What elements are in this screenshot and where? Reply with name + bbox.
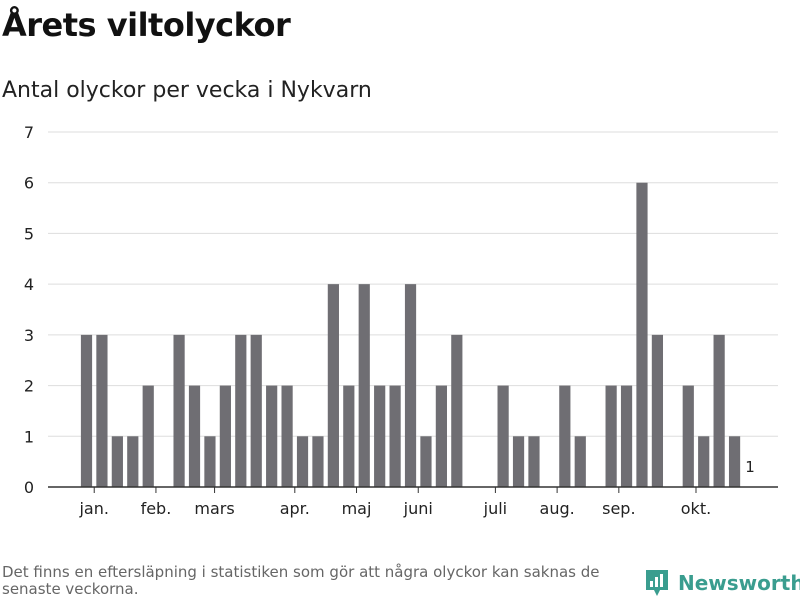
bar — [312, 436, 324, 487]
highlight-data-label: 1 — [745, 458, 755, 476]
y-tick-label: 5 — [24, 224, 34, 243]
bar — [142, 385, 154, 487]
y-tick-label: 2 — [24, 377, 34, 396]
bar — [80, 334, 93, 487]
brand-logo: Newsworthy — [644, 568, 800, 598]
y-tick-label: 3 — [24, 326, 34, 345]
x-tick-label: aug. — [540, 499, 575, 518]
bar — [127, 436, 139, 487]
bar — [451, 334, 463, 487]
bar — [574, 436, 586, 487]
x-tick-label: juli — [483, 499, 507, 518]
x-tick-label: apr. — [280, 499, 310, 518]
bar — [96, 334, 108, 487]
newsworthy-logo-icon — [646, 570, 668, 596]
bar — [188, 385, 201, 487]
x-tick-label: mars — [194, 499, 234, 518]
y-tick-label: 0 — [24, 478, 34, 497]
bar — [713, 334, 725, 487]
bar-chart: 0 1 2 3 4 5 6 7 1 jan. feb. mars apr. maj juni juli aug.… — [24, 123, 778, 518]
x-tick-label: juni — [403, 499, 433, 518]
chart-title: Årets viltolyckor — [2, 6, 291, 44]
bar — [173, 334, 185, 487]
bar — [420, 436, 432, 487]
bar — [698, 436, 710, 487]
bar — [219, 385, 231, 487]
y-tick-label: 4 — [24, 275, 34, 294]
bar — [111, 436, 123, 487]
bar — [343, 385, 355, 487]
footnote: Det finns en eftersläpning i statistiken… — [2, 563, 600, 598]
bar — [497, 385, 509, 487]
chart-subtitle: Antal olyckor per vecka i Nykvarn — [2, 78, 372, 103]
bar — [266, 385, 278, 487]
bar — [435, 385, 447, 487]
x-tick-label: maj — [342, 499, 372, 518]
brand-name: Newsworthy — [678, 571, 800, 595]
bar — [281, 385, 293, 487]
bar — [512, 436, 525, 487]
bar — [235, 334, 247, 487]
bar — [250, 334, 262, 487]
bar — [358, 284, 370, 487]
bar — [296, 436, 309, 487]
bar — [605, 385, 617, 487]
bar — [728, 436, 741, 487]
x-tick-label: sep. — [602, 499, 635, 518]
bar — [327, 284, 339, 487]
bar — [682, 385, 694, 487]
bar — [636, 182, 648, 487]
x-tick-label: jan. — [78, 499, 108, 518]
bar — [559, 385, 571, 487]
y-tick-label: 7 — [24, 123, 34, 142]
y-tick-label: 1 — [24, 427, 34, 446]
bar — [528, 436, 540, 487]
x-tick-label: okt. — [681, 499, 711, 518]
bar — [204, 436, 216, 487]
x-tick-label: feb. — [141, 499, 172, 518]
bar — [651, 334, 664, 487]
bar — [389, 385, 401, 487]
bar — [404, 284, 417, 487]
bar — [620, 385, 633, 487]
bar — [374, 385, 386, 487]
y-tick-label: 6 — [24, 174, 34, 193]
